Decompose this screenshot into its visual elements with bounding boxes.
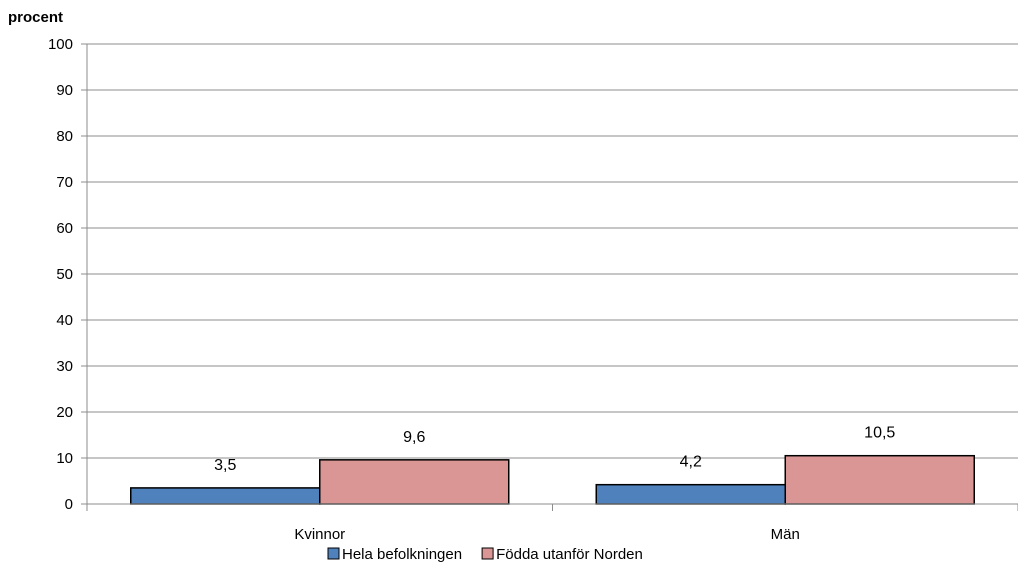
- data-label: 3,5: [214, 457, 236, 474]
- bar: [319, 459, 510, 505]
- y-tick-label: 0: [65, 496, 73, 513]
- y-tick-label: 10: [56, 450, 73, 467]
- category-labels: Kvinnor Män: [294, 526, 800, 543]
- axes: [81, 43, 1018, 511]
- bars: 3,5 9,6 4,2 10,5: [130, 425, 975, 505]
- y-tick-label: 50: [56, 266, 73, 283]
- legend-item: Hela befolkningen: [327, 546, 462, 563]
- y-tick-label: 30: [56, 358, 73, 375]
- legend-swatch: [481, 547, 494, 560]
- y-tick-label: 80: [56, 128, 73, 145]
- y-tick-label: 20: [56, 404, 73, 421]
- y-axis-label: procent: [8, 9, 63, 26]
- y-tick-label: 70: [56, 174, 73, 191]
- legend: Hela befolkningen Födda utanför Norden: [327, 546, 643, 563]
- legend-label: Födda utanför Norden: [496, 546, 643, 563]
- legend-label: Hela befolkningen: [342, 546, 462, 563]
- data-label: 10,5: [864, 425, 895, 442]
- bar: [130, 487, 321, 505]
- data-label: 9,6: [403, 429, 425, 446]
- y-tick-label: 100: [48, 36, 73, 53]
- y-tick-labels: 0 10 20 30 40 50 60 70 80 90 100: [48, 36, 73, 513]
- legend-swatch: [327, 547, 340, 560]
- gridlines: [87, 43, 1018, 459]
- y-tick-label: 40: [56, 312, 73, 329]
- category-label: Män: [771, 526, 800, 543]
- bar: [595, 483, 786, 505]
- bar: [784, 454, 975, 505]
- y-tick-label: 60: [56, 220, 73, 237]
- legend-item: Födda utanför Norden: [481, 546, 643, 563]
- category-label: Kvinnor: [294, 526, 345, 543]
- y-tick-label: 90: [56, 82, 73, 99]
- data-label: 4,2: [680, 454, 702, 471]
